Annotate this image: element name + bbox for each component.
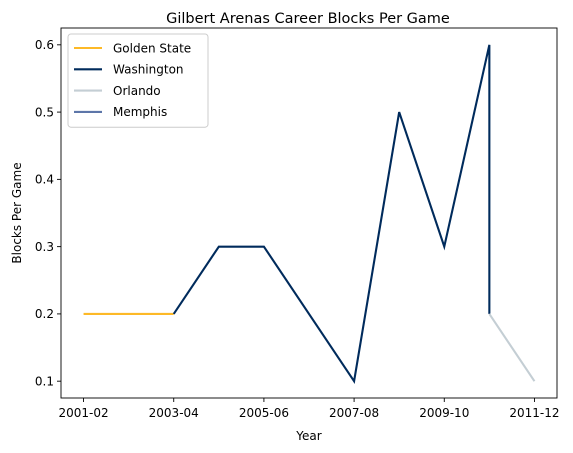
plot-frame: [60, 27, 558, 399]
x-tick-label: 2011-12: [509, 406, 559, 420]
y-tick-label: 0.2: [35, 307, 54, 321]
legend-label-golden-state: Golden State: [113, 41, 191, 55]
plot-lines: [83, 44, 536, 384]
x-tick-label: 2005-06: [239, 406, 289, 420]
y-tick-label: 0.1: [35, 374, 54, 388]
x-tick-label: 2001-02: [58, 406, 108, 420]
y-tick-label: 0.4: [35, 173, 54, 187]
series-line-washington: [172, 44, 491, 384]
chart-title: Gilbert Arenas Career Blocks Per Game: [166, 11, 450, 27]
x-tick-label: 2003-04: [149, 406, 199, 420]
legend-box: [67, 33, 209, 128]
x-axis-label: Year: [295, 429, 321, 443]
y-tick-label: 0.5: [35, 105, 54, 119]
x-tick-label: 2009-10: [419, 406, 469, 420]
legend: Golden State Washington Orlando Memphis: [67, 33, 209, 128]
legend-label-orlando: Orlando: [113, 84, 161, 98]
y-axis: 0.1 0.2 0.3 0.4 0.5 0.6: [35, 38, 61, 388]
x-axis: 2001-02 2003-04 2005-06 2007-08 2009-10 2011-…: [58, 398, 560, 420]
x-tick-label: 2007-08: [329, 406, 379, 420]
y-axis-label: Blocks Per Game: [10, 162, 24, 263]
legend-label-washington: Washington: [113, 63, 184, 77]
y-tick-label: 0.3: [35, 240, 54, 254]
legend-label-memphis: Memphis: [113, 105, 167, 119]
series-line-orlando: [488, 313, 536, 382]
y-tick-label: 0.6: [35, 38, 54, 52]
